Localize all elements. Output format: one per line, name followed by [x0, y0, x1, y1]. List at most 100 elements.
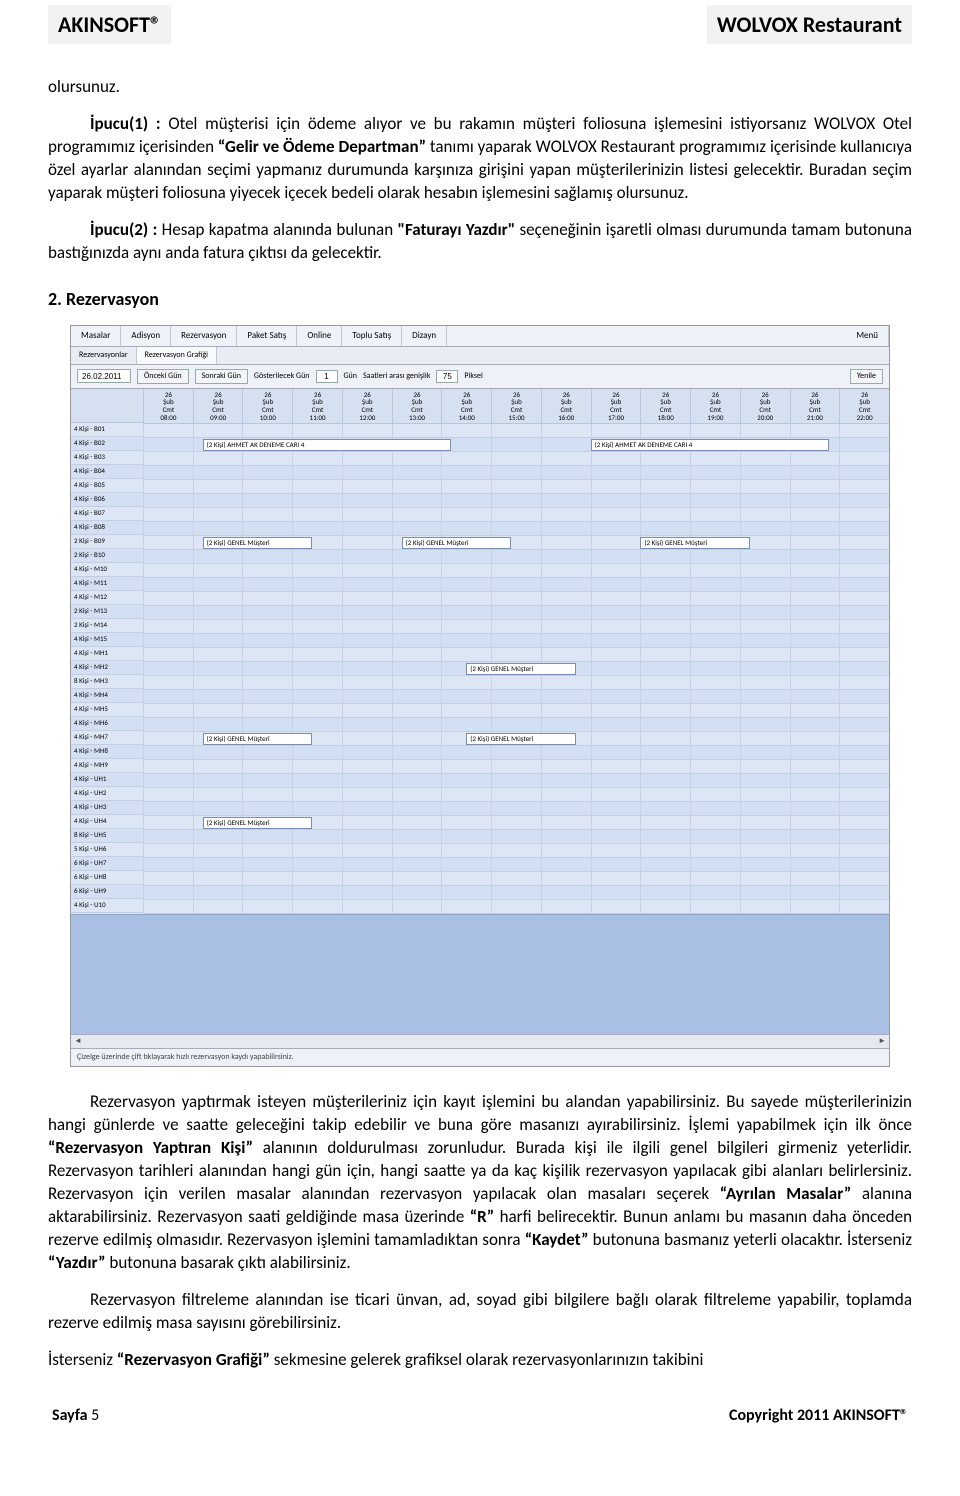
main-menu-bar: MasalarAdisyonRezervasyonPaket SatışOnli…: [71, 326, 889, 347]
gantt-row[interactable]: [143, 522, 889, 536]
gantt-row-label: 2 Kişi - B10: [71, 549, 143, 563]
gantt-row[interactable]: [143, 774, 889, 788]
gantt-row[interactable]: (2 Kişi) GENEL Müşteri (2 Kişi) GENEL Müş…: [143, 732, 889, 746]
reservation-bar[interactable]: (2 Kişi) GENEL Müşteri: [203, 537, 312, 549]
reservation-bar[interactable]: (2 Kişi) GENEL Müşteri: [466, 733, 575, 745]
time-header-cell: 26ŞubCmt11:00: [292, 389, 342, 425]
gantt-toolbar: Önceki Gün Sonraki Gün Gösterilecek Gün …: [71, 365, 889, 389]
days-input[interactable]: [316, 370, 338, 383]
reservation-bar[interactable]: (2 Kişi) GENEL Müşteri: [466, 663, 575, 675]
gantt-row[interactable]: [143, 690, 889, 704]
gantt-row[interactable]: [143, 746, 889, 760]
gantt-row[interactable]: [143, 676, 889, 690]
menu-item[interactable]: Adisyon: [121, 326, 171, 346]
menu-item[interactable]: Toplu Satış: [342, 326, 402, 346]
gantt-row[interactable]: [143, 900, 889, 914]
gantt-row[interactable]: (2 Kişi) GENEL Müşteri: [143, 662, 889, 676]
sub-tab[interactable]: Rezervasyon Grafiği: [137, 347, 217, 364]
menu-item[interactable]: Rezervasyon: [171, 326, 237, 346]
reservation-bar[interactable]: (2 Kişi) AHMET AK DENEME CARI 4: [203, 439, 452, 451]
gantt-row-label: 4 Kişi - B02: [71, 437, 143, 451]
menu-item[interactable]: Paket Satış: [237, 326, 297, 346]
days-label: Gösterilecek Gün: [254, 371, 310, 382]
gantt-row[interactable]: [143, 634, 889, 648]
gantt-row[interactable]: [143, 592, 889, 606]
reservation-bar[interactable]: (2 Kişi) GENEL Müşteri: [203, 733, 312, 745]
gantt-row[interactable]: [143, 564, 889, 578]
time-header-cell: 26ŞubCmt14:00: [441, 389, 491, 425]
gantt-row[interactable]: [143, 788, 889, 802]
gantt-row[interactable]: [143, 578, 889, 592]
sub-tab[interactable]: Rezervasyonlar: [71, 347, 137, 364]
time-header-cell: 26ŞubCmt15:00: [491, 389, 541, 425]
reservation-bar[interactable]: (2 Kişi) GENEL Müşteri: [203, 817, 312, 829]
gantt-row[interactable]: [143, 550, 889, 564]
date-input[interactable]: [77, 369, 131, 383]
p1-b1: “Rezervasyon Yaptıran Kişi”: [48, 1137, 253, 1158]
gantt-row-label: 6 Kişi - UH8: [71, 871, 143, 885]
menu-item[interactable]: Online: [297, 326, 342, 346]
gantt-row-label: 4 Kişi - MH6: [71, 717, 143, 731]
footer-page-num: 5: [91, 1406, 99, 1425]
gantt-row-label: 4 Kişi - MH7: [71, 731, 143, 745]
gantt-row-label: 4 Kişi - UH4: [71, 815, 143, 829]
time-header-cell: 26ŞubCmt20:00: [740, 389, 790, 425]
p3-a: İsterseniz: [48, 1349, 117, 1370]
time-header-cell: 26ŞubCmt17:00: [591, 389, 641, 425]
gantt-row-label: 4 Kişi - UH1: [71, 773, 143, 787]
reservation-bar[interactable]: (2 Kişi) AHMET AK DENEME CARI 4: [591, 439, 830, 451]
gantt-row[interactable]: [143, 886, 889, 900]
gantt-row[interactable]: [143, 802, 889, 816]
ipucu2: İpucu(2) : Hesap kapatma alanında buluna…: [48, 219, 912, 265]
reservation-bar[interactable]: (2 Kişi) GENEL Müşteri: [402, 537, 511, 549]
gantt-row[interactable]: [143, 858, 889, 872]
gantt-row[interactable]: [143, 494, 889, 508]
pixel-unit: Piksel: [464, 371, 482, 382]
horizontal-scrollbar[interactable]: ◄►: [71, 1034, 889, 1048]
menu-item[interactable]: Menü: [846, 326, 889, 346]
gantt-row[interactable]: [143, 508, 889, 522]
status-bar: Çizelge üzerinde çift tıklayarak hızlı r…: [71, 1048, 889, 1066]
gantt-row[interactable]: [143, 718, 889, 732]
pixel-input[interactable]: [436, 370, 458, 383]
ipucu2-b1: "Faturayı Yazdır": [397, 219, 515, 240]
ipucu1-prefix: İpucu(1) :: [90, 113, 161, 134]
after-p2: Rezervasyon filtreleme alanından ise tic…: [48, 1289, 912, 1335]
gantt-row-label: 4 Kişi - U10: [71, 899, 143, 913]
time-header-cell: 26ŞubCmt10:00: [242, 389, 292, 425]
p3-b: “Rezervasyon Grafiği”: [117, 1349, 270, 1370]
gantt-row[interactable]: [143, 452, 889, 466]
gantt-row[interactable]: [143, 844, 889, 858]
menu-item[interactable]: Dizayn: [402, 326, 447, 346]
time-header-cell: 26ŞubCmt09:00: [193, 389, 243, 425]
gantt-row[interactable]: [143, 480, 889, 494]
gantt-row[interactable]: [143, 704, 889, 718]
gantt-row[interactable]: [143, 424, 889, 438]
gantt-row[interactable]: [143, 830, 889, 844]
gantt-row[interactable]: [143, 760, 889, 774]
gantt-row[interactable]: [143, 466, 889, 480]
menu-item[interactable]: Masalar: [71, 326, 121, 346]
gantt-row-label: 4 Kişi - B08: [71, 521, 143, 535]
next-day-button[interactable]: Sonraki Gün: [195, 369, 248, 384]
gantt-row[interactable]: [143, 648, 889, 662]
reservation-bar[interactable]: (2 Kişi) GENEL Müşteri: [640, 537, 749, 549]
gantt-row-label: 2 Kişi - M14: [71, 619, 143, 633]
refresh-button[interactable]: Yenile: [850, 369, 883, 384]
gantt-row[interactable]: [143, 620, 889, 634]
gantt-row-label: 4 Kişi - MH5: [71, 703, 143, 717]
gantt-row[interactable]: [143, 606, 889, 620]
gantt-row-label: 4 Kişi - M11: [71, 577, 143, 591]
page-header: AKINSOFT® WOLVOX Restaurant: [48, 0, 912, 48]
gantt-row[interactable]: (2 Kişi) AHMET AK DENEME CARI 4 (2 Kişi) …: [143, 438, 889, 452]
gantt-row-label: 2 Kişi - M13: [71, 605, 143, 619]
gantt-row[interactable]: (2 Kişi) GENEL Müşteri (2 Kişi) GENEL Müş…: [143, 536, 889, 550]
gantt-row-label: 4 Kişi - M15: [71, 633, 143, 647]
ipucu2-prefix: İpucu(2) :: [90, 219, 157, 240]
gantt-row[interactable]: (2 Kişi) GENEL Müşteri: [143, 816, 889, 830]
gantt-row-label: 4 Kişi - M12: [71, 591, 143, 605]
after-p1: Rezervasyon yaptırmak isteyen müşteriler…: [48, 1091, 912, 1275]
p1-t5: butonuna basmanız yeterli olacaktır. İst…: [588, 1229, 912, 1250]
gantt-row[interactable]: [143, 872, 889, 886]
prev-day-button[interactable]: Önceki Gün: [137, 369, 189, 384]
